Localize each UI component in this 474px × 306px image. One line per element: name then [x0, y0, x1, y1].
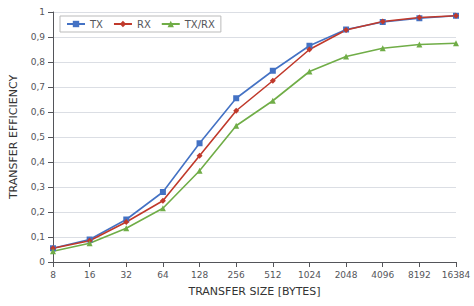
svg-text:TX/RX: TX/RX [184, 19, 215, 30]
svg-text:0,1: 0,1 [31, 232, 45, 242]
svg-text:8: 8 [50, 270, 56, 280]
svg-text:0: 0 [39, 257, 45, 267]
svg-text:2048: 2048 [335, 270, 358, 280]
svg-text:4096: 4096 [371, 270, 394, 280]
svg-text:512: 512 [264, 270, 281, 280]
svg-text:1024: 1024 [298, 270, 321, 280]
svg-text:256: 256 [228, 270, 245, 280]
svg-text:128: 128 [191, 270, 208, 280]
svg-text:0,9: 0,9 [31, 32, 46, 42]
svg-text:0,3: 0,3 [31, 182, 45, 192]
svg-text:16384: 16384 [442, 270, 471, 280]
svg-text:0,2: 0,2 [31, 207, 45, 217]
svg-text:0,8: 0,8 [31, 57, 46, 67]
svg-text:1: 1 [39, 7, 45, 17]
svg-text:TRANSFER SIZE [BYTES]: TRANSFER SIZE [BYTES] [187, 285, 320, 298]
svg-text:0,7: 0,7 [31, 82, 45, 92]
svg-text:TRANSFER EFFICIENCY: TRANSFER EFFICIENCY [7, 75, 20, 201]
svg-text:RX: RX [137, 19, 151, 30]
svg-text:0,4: 0,4 [31, 157, 46, 167]
svg-text:0,6: 0,6 [31, 107, 46, 117]
svg-text:8192: 8192 [408, 270, 431, 280]
svg-text:16: 16 [84, 270, 96, 280]
svg-text:TX: TX [89, 19, 103, 30]
svg-text:32: 32 [121, 270, 132, 280]
svg-text:64: 64 [157, 270, 169, 280]
svg-text:0,5: 0,5 [31, 132, 45, 142]
